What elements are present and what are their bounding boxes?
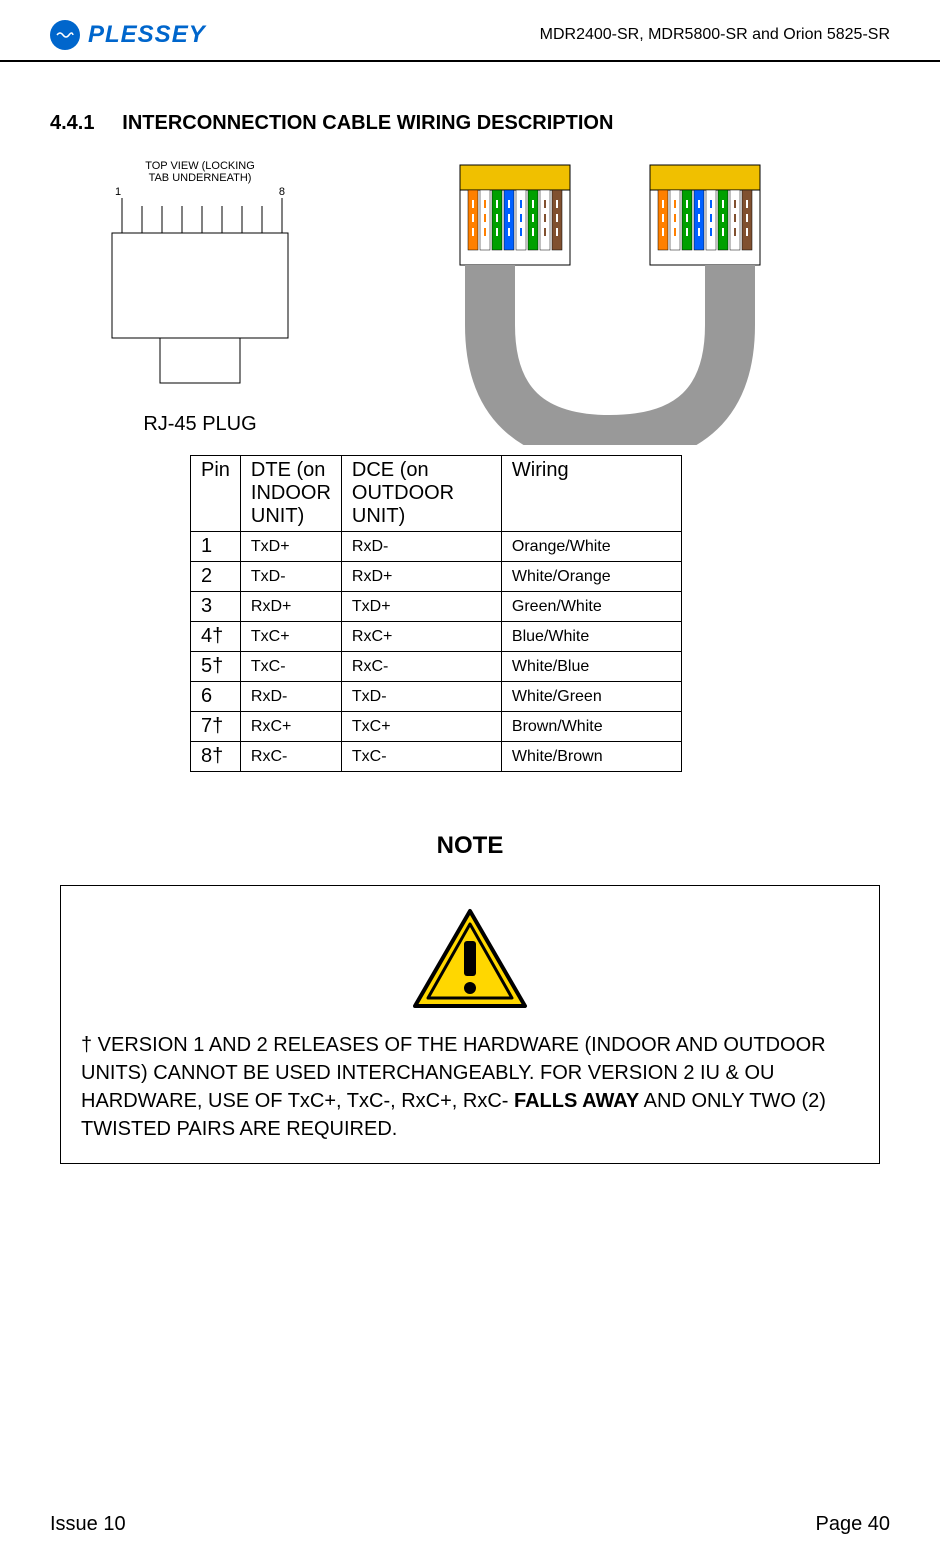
rj45-label-top: TOP VIEW (LOCKING TAB UNDERNEATH) [110,160,290,184]
cell-wiring: White/Blue [501,652,681,682]
note-bold: FALLS AWAY [514,1090,639,1112]
cell-dte: RxC- [240,742,341,772]
cell-dte: RxD+ [240,592,341,622]
logo-icon [50,20,80,50]
table-row: 3RxD+TxD+Green/White [191,592,682,622]
cell-dte: TxD+ [240,532,341,562]
cell-pin: 4† [191,622,241,652]
cell-pin: 2 [191,562,241,592]
diagrams-row: TOP VIEW (LOCKING TAB UNDERNEATH) 1 8 [50,160,890,450]
cell-wiring: White/Green [501,682,681,712]
section-number: 4.4.1 [50,112,94,134]
cell-wiring: Green/White [501,592,681,622]
table-row: 5†TxC-RxC-White/Blue [191,652,682,682]
cell-wiring: White/Brown [501,742,681,772]
cell-wiring: Orange/White [501,532,681,562]
product-line: MDR2400-SR, MDR5800-SR and Orion 5825-SR [540,26,890,44]
th-wiring: Wiring [501,456,681,532]
cell-dte: TxD- [240,562,341,592]
cell-dce: TxC- [341,742,501,772]
section-title: INTERCONNECTION CABLE WIRING DESCRIPTION [122,112,613,134]
rj45-plug-svg [110,198,290,398]
logo-container: PLESSEY [50,20,206,50]
note-box: † VERSION 1 AND 2 RELEASES OF THE HARDWA… [60,885,880,1164]
pin-label-8: 8 [279,186,285,198]
content-area: 4.4.1 INTERCONNECTION CABLE WIRING DESCR… [0,62,940,1164]
note-title: NOTE [50,832,890,860]
table-row: 4†TxC+RxC+Blue/White [191,622,682,652]
th-pin: Pin [191,456,241,532]
cell-dce: TxD+ [341,592,501,622]
cell-dte: TxC- [240,652,341,682]
cell-pin: 8† [191,742,241,772]
cell-wiring: Brown/White [501,712,681,742]
section-heading: 4.4.1 INTERCONNECTION CABLE WIRING DESCR… [50,112,890,135]
cell-pin: 7† [191,712,241,742]
cable-svg [430,160,790,445]
cell-pin: 1 [191,532,241,562]
rj45-top-line2: TAB UNDERNEATH) [110,172,290,184]
page-footer: Issue 10 Page 40 [50,1513,890,1536]
cell-dte: RxC+ [240,712,341,742]
rj45-caption: RJ-45 PLUG [110,413,290,436]
table-row: 7†RxC+TxC+Brown/White [191,712,682,742]
table-row: 6RxD-TxD-White/Green [191,682,682,712]
cell-pin: 5† [191,652,241,682]
cell-pin: 3 [191,592,241,622]
footer-left: Issue 10 [50,1513,126,1536]
cell-dce: TxC+ [341,712,501,742]
cell-dte: RxD- [240,682,341,712]
pin-table: Pin DTE (on INDOOR UNIT) DCE (on OUTDOOR… [190,455,682,772]
pin-label-1: 1 [115,186,121,198]
cell-dce: RxD+ [341,562,501,592]
note-text: † VERSION 1 AND 2 RELEASES OF THE HARDWA… [81,1031,859,1143]
footer-right: Page 40 [815,1513,890,1536]
cell-pin: 6 [191,682,241,712]
page-header: PLESSEY MDR2400-SR, MDR5800-SR and Orion… [0,0,940,62]
table-row: 2TxD-RxD+White/Orange [191,562,682,592]
rj45-diagram: TOP VIEW (LOCKING TAB UNDERNEATH) 1 8 [110,160,290,436]
cell-dte: TxC+ [240,622,341,652]
th-dte: DTE (on INDOOR UNIT) [240,456,341,532]
cell-dce: TxD- [341,682,501,712]
th-dce: DCE (on OUTDOOR UNIT) [341,456,501,532]
cell-wiring: Blue/White [501,622,681,652]
table-header-row: Pin DTE (on INDOOR UNIT) DCE (on OUTDOOR… [191,456,682,532]
rj45-top-line1: TOP VIEW (LOCKING [110,160,290,172]
cable-diagram [430,160,790,450]
rj45-pin-labels: 1 8 [110,186,290,198]
cell-dce: RxC- [341,652,501,682]
logo-text: PLESSEY [88,21,206,49]
cell-wiring: White/Orange [501,562,681,592]
caution-icon [81,906,859,1016]
table-row: 1TxD+RxD-Orange/White [191,532,682,562]
cell-dce: RxD- [341,532,501,562]
table-row: 8†RxC-TxC-White/Brown [191,742,682,772]
cell-dce: RxC+ [341,622,501,652]
